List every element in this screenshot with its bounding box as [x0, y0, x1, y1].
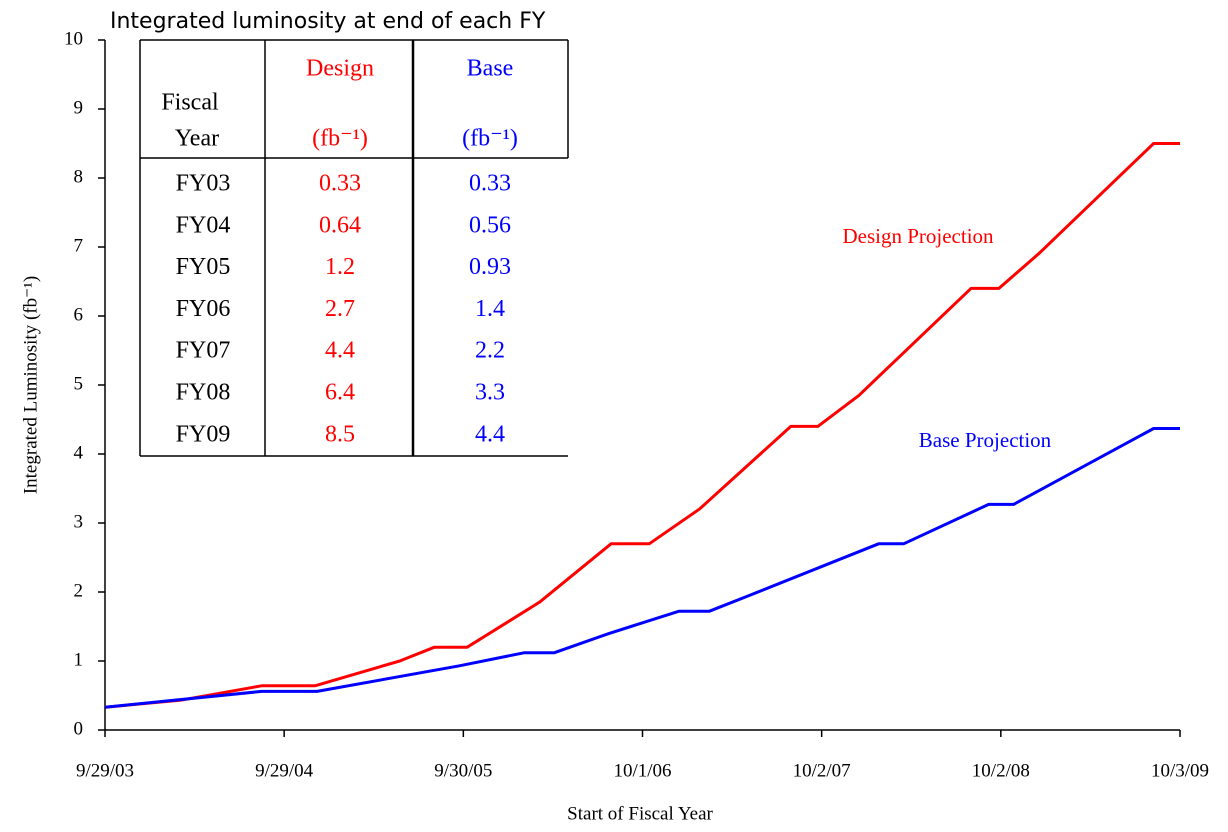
table-cell: 0.33: [469, 171, 511, 197]
x-axis-label: Start of Fiscal Year: [567, 803, 713, 824]
table-cell: 2.2: [475, 338, 505, 364]
table-cell: 2.7: [325, 296, 355, 322]
y-tick-label: 3: [74, 511, 84, 532]
x-tick-label: 9/29/04: [255, 760, 314, 781]
table-cell: FY03: [176, 171, 231, 197]
table-cell: 6.4: [325, 380, 355, 406]
table-cell: 3.3: [475, 380, 505, 406]
table-cell: 0.33: [319, 171, 361, 197]
x-tick-label: 10/3/09: [1151, 760, 1209, 781]
table-cell: 0.64: [319, 212, 361, 238]
y-axis-label: Integrated Luminosity (fb⁻¹): [20, 276, 41, 494]
table-header: (fb⁻¹): [462, 126, 518, 152]
data-line: [104, 142, 1180, 709]
y-tick-label: 4: [74, 442, 84, 463]
table-cell: FY04: [176, 212, 231, 238]
x-tick-label: 10/2/08: [972, 760, 1030, 781]
y-tick-label: 10: [64, 28, 83, 49]
x-tick-label: 9/30/05: [434, 760, 492, 781]
annotation: Design Projection: [842, 224, 994, 248]
annotation: Base Projection: [919, 428, 1052, 452]
table-cell: FY06: [176, 296, 231, 322]
y-tick-label: 6: [74, 304, 84, 325]
table-header: Design: [306, 56, 374, 82]
y-tick-label: 7: [74, 235, 84, 256]
table-header: Base: [467, 56, 514, 82]
y-tick-label: 0: [74, 718, 84, 739]
table-cell: 1.2: [325, 254, 355, 280]
table-cell: 0.56: [469, 212, 511, 238]
table-header: (fb⁻¹): [312, 126, 368, 152]
table-cell: FY09: [176, 421, 231, 447]
table-cell: 4.4: [325, 338, 355, 364]
y-tick-label: 8: [74, 166, 84, 187]
table-cell: 4.4: [475, 421, 505, 447]
y-tick-label: 2: [74, 580, 84, 601]
table-cell: FY08: [176, 380, 231, 406]
y-tick-label: 5: [74, 373, 84, 394]
table-frame: [139, 39, 569, 457]
y-tick-label: 1: [74, 649, 84, 670]
x-tick-label: 10/2/07: [793, 760, 851, 781]
table-cell: 8.5: [325, 421, 355, 447]
table-header: Year: [175, 126, 219, 152]
x-tick-label: 10/1/06: [613, 760, 671, 781]
data-line: [104, 427, 1180, 709]
table-cell: FY07: [176, 338, 231, 364]
table-cell: FY05: [176, 254, 231, 280]
table-cell: 0.93: [469, 254, 511, 280]
y-tick-label: 9: [74, 97, 84, 118]
chart-title: Integrated luminosity at end of each FY: [110, 9, 546, 34]
table-header: Fiscal: [161, 90, 219, 116]
table-cell: 1.4: [475, 296, 505, 322]
x-tick-label: 9/29/03: [76, 760, 134, 781]
